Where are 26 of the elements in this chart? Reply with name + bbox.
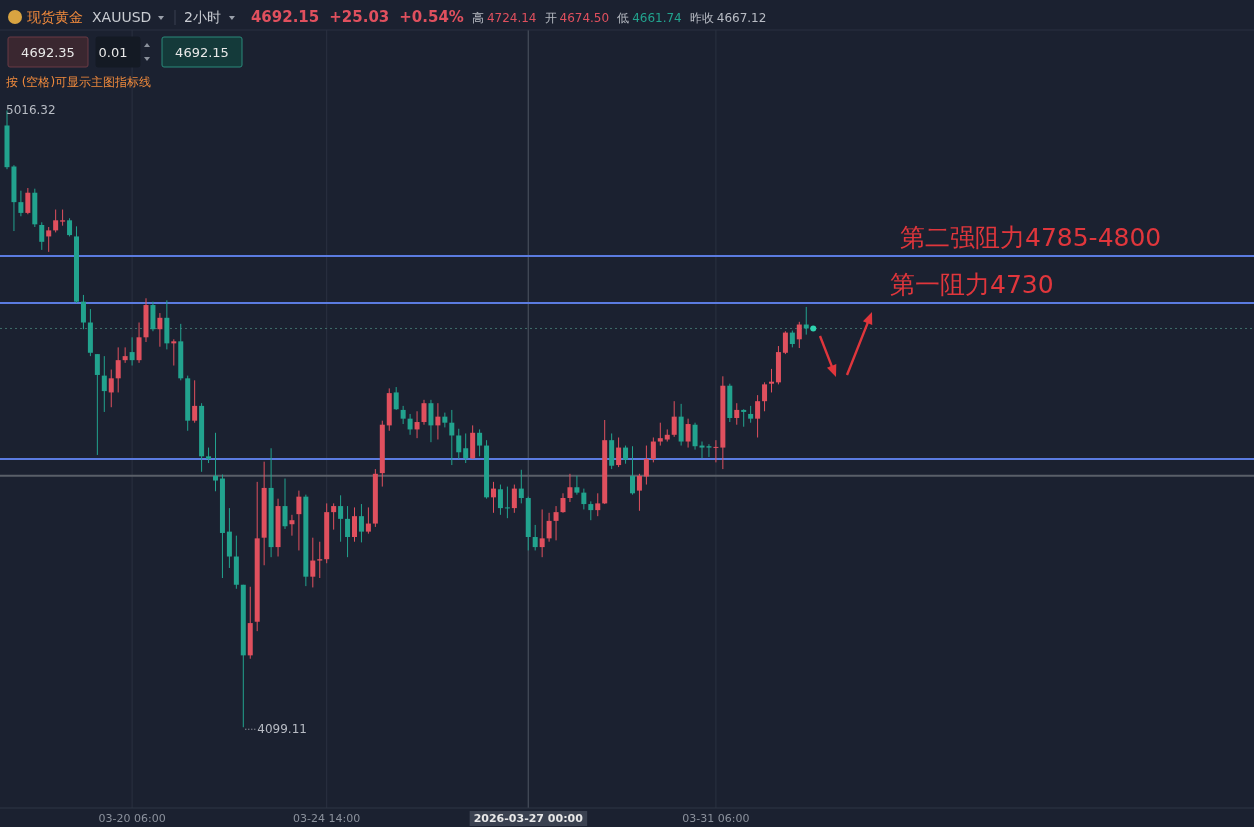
annotation: 4692.35 xyxy=(21,45,75,60)
text: 低 xyxy=(617,11,630,25)
x-tick-label: 03-20 06:00 xyxy=(98,812,166,825)
text: +0.54% xyxy=(399,8,464,26)
annotation: 5016.32 xyxy=(6,103,56,118)
x-tick-label: 03-31 06:00 xyxy=(682,812,750,825)
annotation: 4099.11 xyxy=(257,722,307,737)
text: 4667.12 xyxy=(716,11,767,25)
x-tick-label: 03-24 14:00 xyxy=(293,812,361,825)
ref-line-label: 第一阻力4730 xyxy=(890,270,1054,300)
text: 昨收 xyxy=(689,11,714,25)
text: +25.03 xyxy=(329,8,390,26)
annotation: 0.01 xyxy=(98,45,128,60)
chart-subtitle: XAUUSD xyxy=(92,9,152,25)
text: 开 xyxy=(544,11,557,25)
text: 2小时 xyxy=(184,9,221,25)
ref-line-label: 第二强阻力4785-4800 xyxy=(900,222,1162,252)
annotation: 4692.15 xyxy=(175,45,229,60)
text: 4674.50 xyxy=(559,11,610,25)
text: 高 xyxy=(471,11,484,25)
text: 4692.15 xyxy=(250,8,320,26)
x-tick-label: 2026-03-27 00:00 xyxy=(473,812,584,825)
text: 4724.14 xyxy=(486,11,537,25)
chart-title: 现货黄金 xyxy=(27,9,83,25)
annotation: 按 (空格)可显示主图指标线 xyxy=(6,75,152,89)
text: 4661.74 xyxy=(632,11,682,25)
